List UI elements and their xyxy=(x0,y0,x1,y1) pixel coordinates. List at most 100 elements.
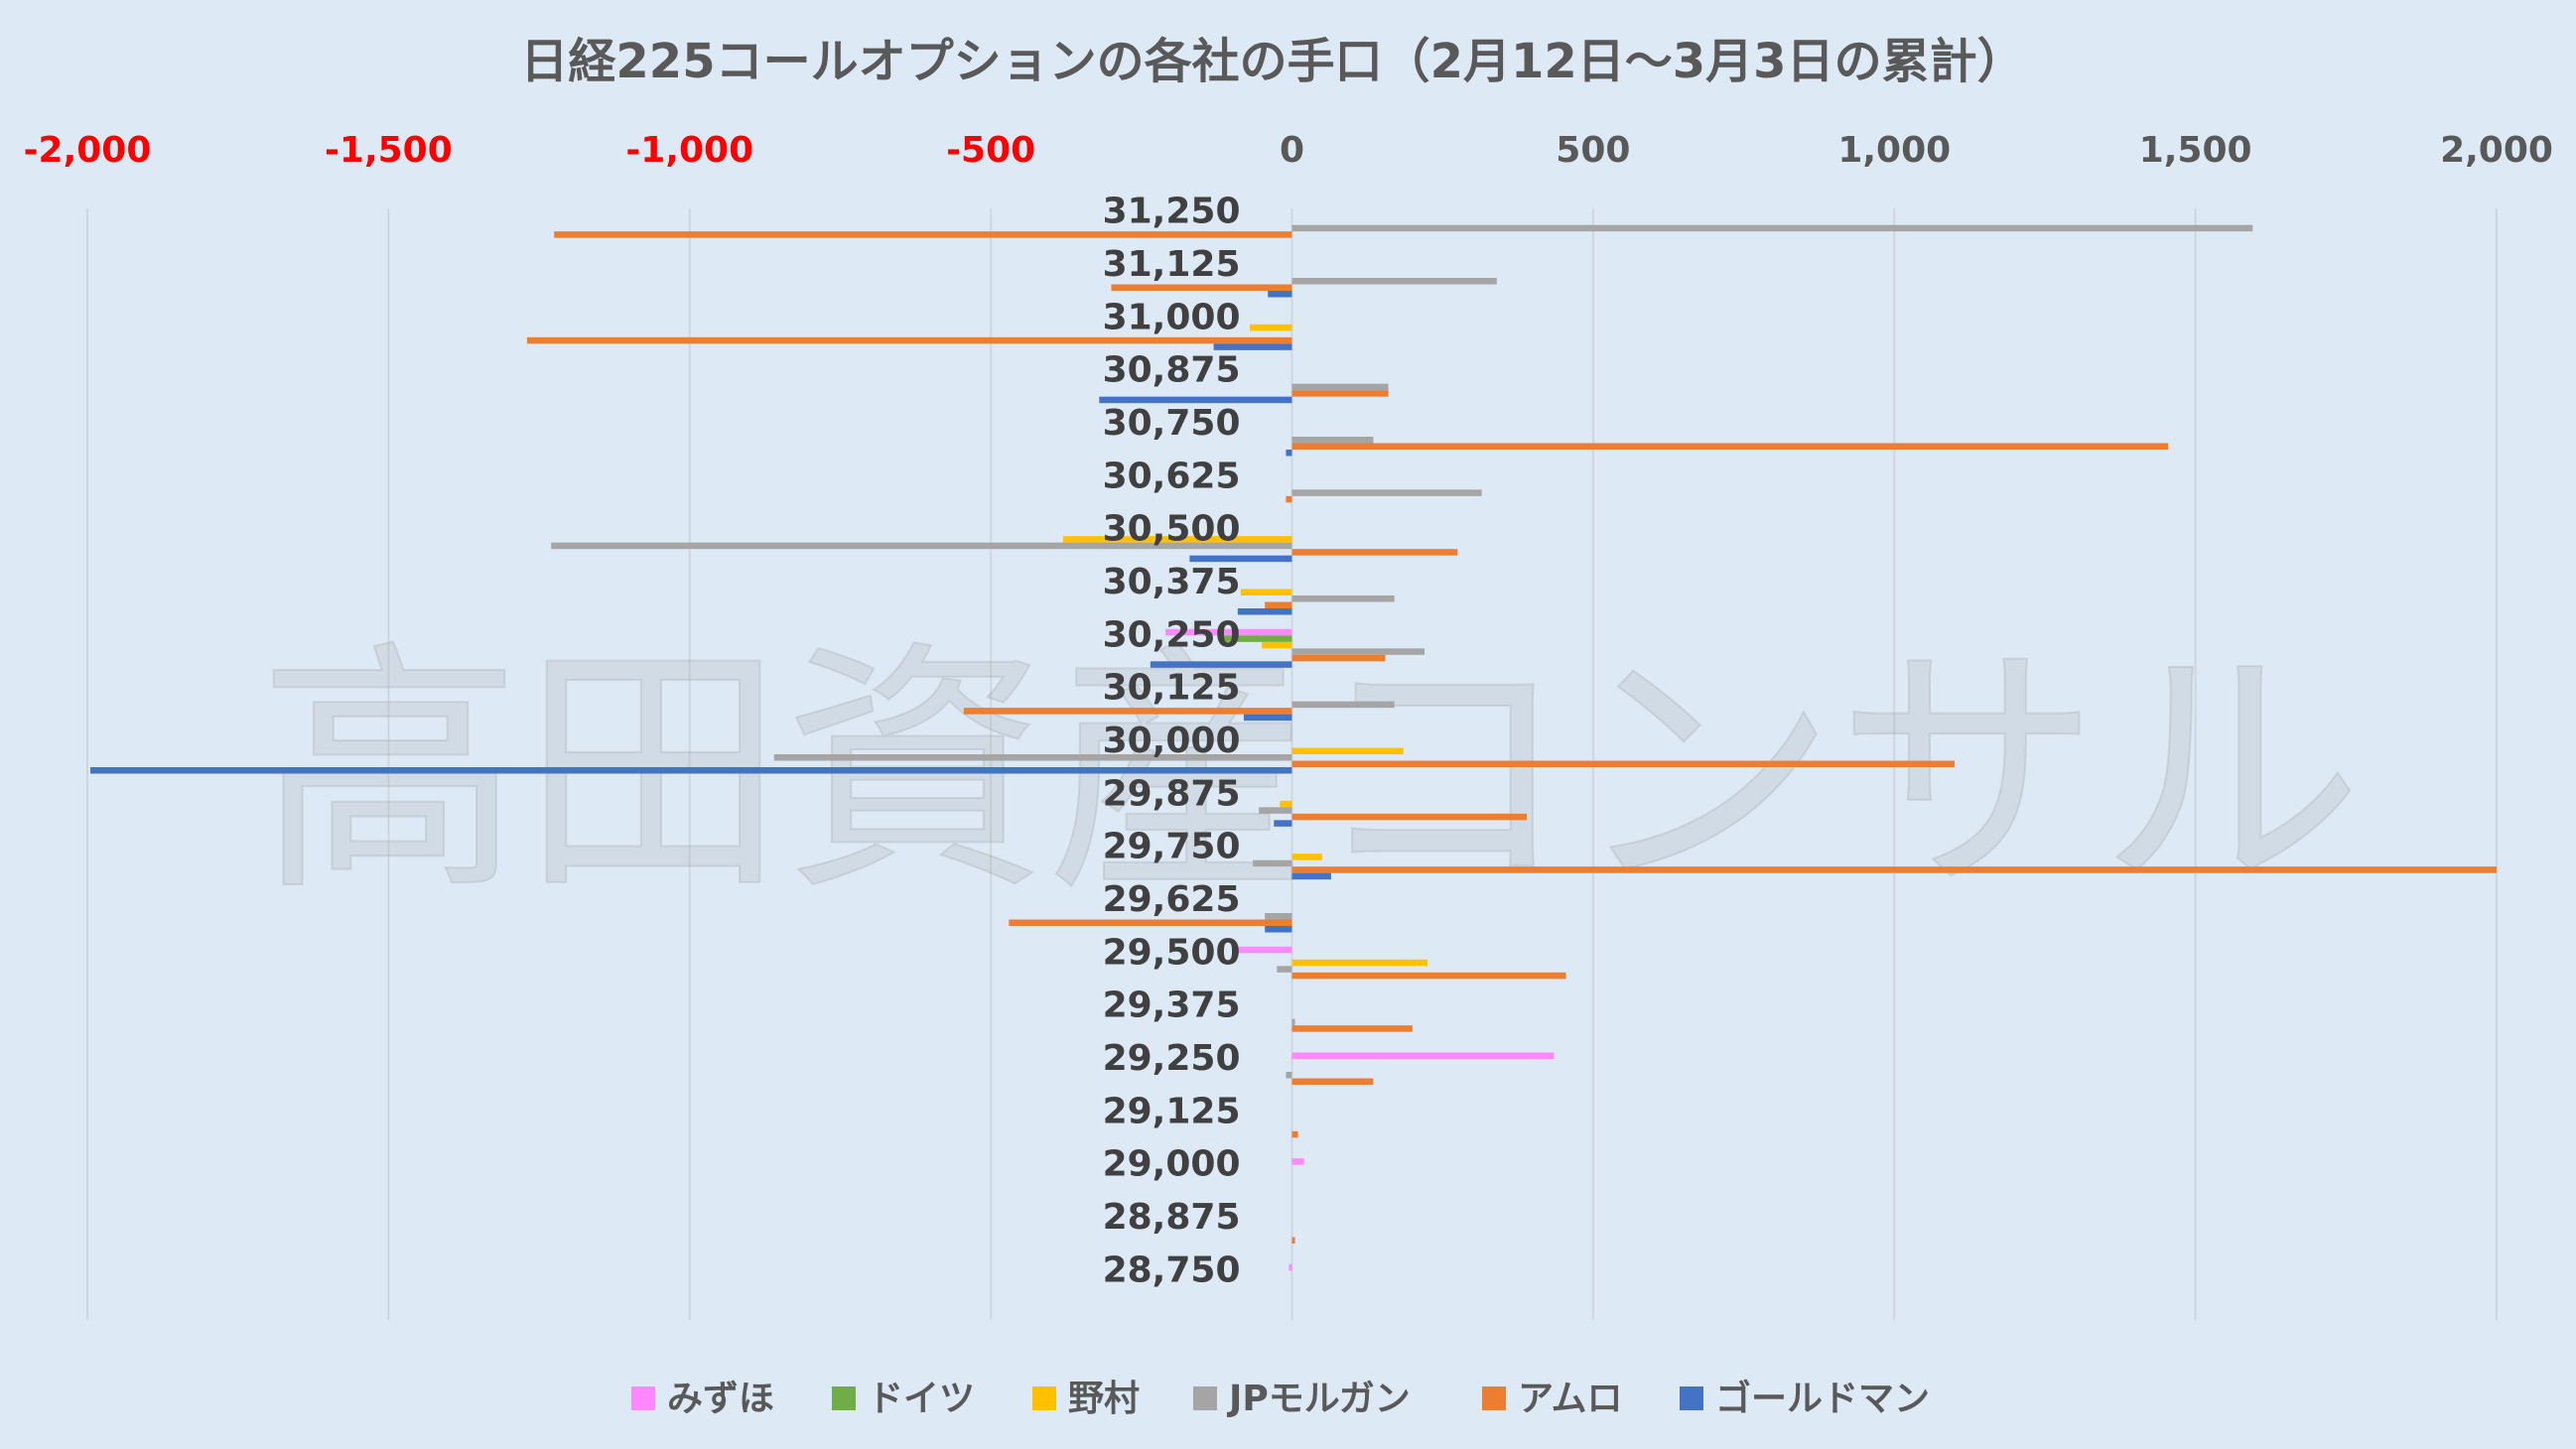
legend-swatch xyxy=(1193,1386,1217,1410)
x-tick-label: 1,000 xyxy=(1837,130,1951,171)
legend-label: 野村 xyxy=(1068,1379,1140,1419)
x-tick-label: 1,500 xyxy=(2139,130,2252,171)
bar-JPモルガン-30,375 xyxy=(1291,595,1395,602)
bar-ゴールドマン-30,875 xyxy=(1099,396,1292,404)
y-tick-label: 30,875 xyxy=(1103,350,1241,391)
y-tick-label: 30,000 xyxy=(1103,721,1241,761)
y-tick-label: 29,375 xyxy=(1103,986,1241,1026)
x-tick-label: 2,000 xyxy=(2440,130,2553,171)
bar-みずほ-29,500 xyxy=(1234,946,1292,954)
x-tick-label: -1,000 xyxy=(625,130,753,171)
bar-JPモルガン-30,125 xyxy=(1291,701,1395,709)
bar-アムロ-29,375 xyxy=(1291,1025,1413,1032)
bar-JPモルガン-30,750 xyxy=(1291,437,1374,444)
bar-アムロ-29,250 xyxy=(1291,1078,1374,1085)
bar-アムロ-29,875 xyxy=(1291,813,1528,821)
bar-野村-30,250 xyxy=(1262,641,1292,649)
bar-JPモルガン-29,750 xyxy=(1253,859,1292,867)
y-tick-label: 31,250 xyxy=(1103,192,1241,232)
bar-野村-30,000 xyxy=(1291,747,1404,754)
bar-アムロ-30,250 xyxy=(1291,654,1386,662)
bar-ゴールドマン-29,875 xyxy=(1274,820,1292,827)
bar-アムロ-30,125 xyxy=(963,708,1292,715)
x-axis-ticks: -2,000 -1,500 -1,000 -500 0 500 1,000 1,500 2,00… xyxy=(24,130,2553,171)
bar-ゴールドマン-30,125 xyxy=(1243,714,1292,722)
y-tick-label: 30,375 xyxy=(1103,562,1241,602)
y-tick-label: 30,125 xyxy=(1103,668,1241,709)
x-tick-label: 500 xyxy=(1556,130,1630,171)
bar-アムロ-31,250 xyxy=(554,231,1292,238)
bar-ゴールドマン-30,250 xyxy=(1150,661,1292,668)
bar-アムロ-29,625 xyxy=(1009,919,1292,926)
bar-ゴールドマン-30,500 xyxy=(1189,555,1292,563)
bar-野村-30,500 xyxy=(1062,536,1292,543)
bar-JPモルガン-31,250 xyxy=(1291,224,2253,232)
bar-ゴールドマン-30,000 xyxy=(90,767,1292,774)
legend-label: ドイツ xyxy=(868,1379,975,1419)
legend: みずほ ドイツ 野村 JPモルガン アムロ ゴールドマン xyxy=(631,1378,1930,1419)
y-tick-label: 28,875 xyxy=(1103,1197,1241,1238)
x-tick-label: -1,500 xyxy=(325,130,453,171)
bar-野村-29,750 xyxy=(1291,854,1322,860)
y-tick-label: 29,500 xyxy=(1103,932,1241,973)
legend-swatch xyxy=(832,1386,856,1410)
bar-みずほ-28,750 xyxy=(1288,1263,1292,1271)
bar-アムロ-30,000 xyxy=(1291,760,1955,767)
bar-JPモルガン-29,625 xyxy=(1265,913,1292,920)
y-tick-label: 28,750 xyxy=(1103,1250,1241,1290)
y-tick-label: 29,625 xyxy=(1103,879,1241,920)
bar-野村-31,000 xyxy=(1250,324,1292,331)
bar-ゴールドマン-29,625 xyxy=(1265,926,1292,933)
bar-JPモルガン-31,125 xyxy=(1291,278,1497,285)
bar-JPモルガン-30,625 xyxy=(1291,489,1482,496)
bar-みずほ-30,250 xyxy=(1165,628,1292,636)
bar-ゴールドマン-31,000 xyxy=(1213,343,1292,350)
bar-アムロ-29,125 xyxy=(1291,1130,1298,1138)
y-axis-ticks: 31,250 31,125 31,000 30,875 30,750 30,625 30,5… xyxy=(1103,192,1241,1291)
bar-アムロ-31,125 xyxy=(1111,284,1292,291)
bar-アムロ-31,000 xyxy=(526,336,1292,344)
bar-JPモルガン-29,500 xyxy=(1277,966,1292,973)
bar-ゴールドマン-30,375 xyxy=(1237,608,1292,615)
bar-アムロ-30,375 xyxy=(1265,601,1292,608)
bar-野村-30,375 xyxy=(1240,589,1292,595)
y-tick-label: 30,625 xyxy=(1103,456,1241,496)
x-tick-label: -2,000 xyxy=(24,130,152,171)
y-tick-label: 30,500 xyxy=(1103,509,1241,550)
bar-アムロ-29,750 xyxy=(1291,866,2497,873)
y-tick-label: 30,250 xyxy=(1103,614,1241,655)
bar-みずほ-29,000 xyxy=(1291,1158,1304,1165)
y-tick-label: 31,000 xyxy=(1103,297,1241,337)
bar-JPモルガン-30,000 xyxy=(773,754,1292,761)
bar-JPモルガン-30,250 xyxy=(1291,648,1424,655)
bar-アムロ-28,875 xyxy=(1291,1237,1295,1244)
x-tick-label: -500 xyxy=(946,130,1035,171)
y-tick-label: 29,750 xyxy=(1103,827,1241,867)
bar-JPモルガン-29,375 xyxy=(1291,1018,1295,1026)
bar-アムロ-30,500 xyxy=(1291,549,1458,556)
legend-label: アムロ xyxy=(1518,1379,1622,1419)
legend-swatch xyxy=(1680,1386,1703,1410)
bar-JPモルガン-30,500 xyxy=(551,542,1292,550)
bar-野村-29,875 xyxy=(1280,800,1292,808)
y-tick-label: 29,000 xyxy=(1103,1144,1241,1185)
legend-label: JPモルガン xyxy=(1226,1379,1411,1419)
bar-アムロ-30,750 xyxy=(1291,443,2169,450)
y-tick-label: 31,125 xyxy=(1103,244,1241,285)
bar-みずほ-29,250 xyxy=(1291,1052,1555,1059)
bar-ゴールドマン-30,750 xyxy=(1286,450,1292,457)
legend-swatch xyxy=(631,1386,655,1410)
legend-swatch xyxy=(1032,1386,1056,1410)
legend-swatch xyxy=(1482,1386,1506,1410)
bar-アムロ-30,875 xyxy=(1291,390,1389,397)
legend-label: みずほ xyxy=(667,1379,774,1419)
bar-JPモルガン-29,250 xyxy=(1286,1072,1292,1079)
bar-アムロ-30,625 xyxy=(1286,495,1292,503)
bar-ゴールドマン-31,125 xyxy=(1268,291,1292,298)
bar-ドイツ-30,250 xyxy=(1219,635,1292,642)
y-tick-label: 29,250 xyxy=(1103,1038,1241,1079)
x-tick-label: 0 xyxy=(1280,130,1304,171)
bar-アムロ-29,500 xyxy=(1291,972,1566,980)
